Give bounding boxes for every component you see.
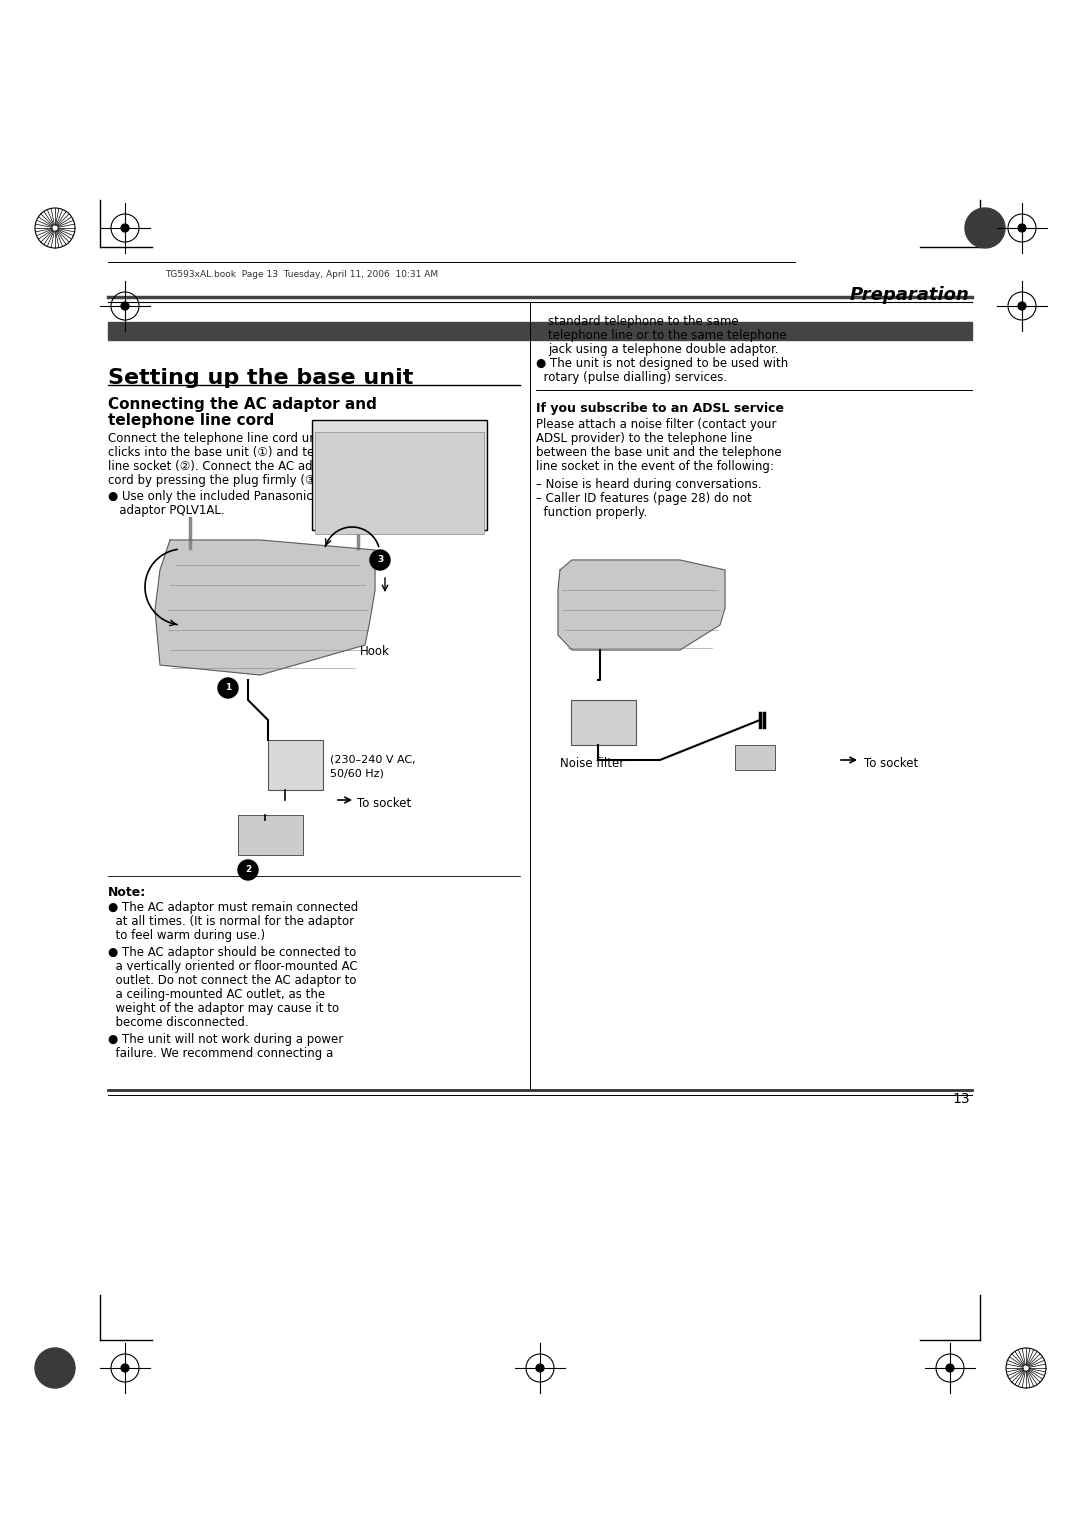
Text: cord by pressing the plug firmly (③).: cord by pressing the plug firmly (③).	[108, 474, 324, 487]
Polygon shape	[558, 559, 725, 649]
Text: (230–240 V AC,: (230–240 V AC,	[330, 755, 416, 766]
Circle shape	[370, 550, 390, 570]
Text: function properly.: function properly.	[536, 506, 647, 520]
Bar	[238, 814, 303, 856]
Circle shape	[536, 1365, 544, 1372]
Text: line socket (②). Connect the AC adaptor: line socket (②). Connect the AC adaptor	[108, 460, 345, 474]
Circle shape	[238, 860, 258, 880]
Text: a ceiling-mounted AC outlet, as the: a ceiling-mounted AC outlet, as the	[108, 989, 325, 1001]
Bar	[268, 740, 323, 790]
Text: rotary (pulse dialling) services.: rotary (pulse dialling) services.	[536, 371, 727, 384]
Text: become disconnected.: become disconnected.	[108, 1016, 248, 1028]
Text: Preparation: Preparation	[850, 286, 970, 304]
Text: telephone line cord: telephone line cord	[108, 413, 274, 428]
Text: a vertically oriented or floor-mounted AC: a vertically oriented or floor-mounted A…	[108, 960, 357, 973]
Text: – Caller ID features (page 28) do not: – Caller ID features (page 28) do not	[536, 492, 752, 504]
Text: ● The AC adaptor must remain connected: ● The AC adaptor must remain connected	[108, 902, 359, 914]
Bar	[312, 420, 487, 530]
Text: TG593xAL.book  Page 13  Tuesday, April 11, 2006  10:31 AM: TG593xAL.book Page 13 Tuesday, April 11,…	[165, 270, 438, 280]
Circle shape	[1018, 225, 1026, 232]
Text: ● The unit is not designed to be used with: ● The unit is not designed to be used wi…	[536, 358, 788, 370]
Text: outlet. Do not connect the AC adaptor to: outlet. Do not connect the AC adaptor to	[108, 973, 356, 987]
Text: To socket: To socket	[357, 798, 411, 810]
Bar	[315, 432, 484, 533]
Text: 50/60 Hz): 50/60 Hz)	[330, 769, 383, 779]
Circle shape	[121, 303, 129, 310]
Text: – Noise is heard during conversations.: – Noise is heard during conversations.	[536, 478, 761, 490]
Circle shape	[966, 208, 1005, 248]
Circle shape	[121, 225, 129, 232]
Text: If you subscribe to an ADSL service: If you subscribe to an ADSL service	[536, 402, 784, 416]
Text: Note:: Note:	[108, 886, 146, 898]
Text: Hook: Hook	[360, 645, 390, 659]
Bar	[108, 322, 972, 341]
Circle shape	[1018, 303, 1026, 310]
Text: line socket in the event of the following:: line socket in the event of the followin…	[536, 460, 774, 474]
Text: telephone line or to the same telephone: telephone line or to the same telephone	[548, 329, 786, 342]
Circle shape	[218, 678, 238, 698]
Bar	[571, 700, 636, 746]
Text: Connecting the AC adaptor and: Connecting the AC adaptor and	[108, 397, 377, 413]
Text: jack using a telephone double adaptor.: jack using a telephone double adaptor.	[548, 342, 779, 356]
Text: at all times. (It is normal for the adaptor: at all times. (It is normal for the adap…	[108, 915, 354, 927]
Text: ● The AC adaptor should be connected to: ● The AC adaptor should be connected to	[108, 946, 356, 960]
Circle shape	[121, 1365, 129, 1372]
Text: weight of the adaptor may cause it to: weight of the adaptor may cause it to	[108, 1002, 339, 1015]
Text: 2: 2	[245, 865, 252, 874]
Text: clicks into the base unit (①) and telephone: clicks into the base unit (①) and teleph…	[108, 446, 362, 458]
Text: Please attach a noise filter (contact your: Please attach a noise filter (contact yo…	[536, 419, 777, 431]
Text: 1: 1	[225, 683, 231, 692]
Polygon shape	[156, 539, 375, 675]
Text: to feel warm during use.): to feel warm during use.)	[108, 929, 265, 941]
Text: Noise filter: Noise filter	[561, 756, 624, 770]
Text: ● The unit will not work during a power: ● The unit will not work during a power	[108, 1033, 343, 1047]
Text: between the base unit and the telephone: between the base unit and the telephone	[536, 446, 782, 458]
Text: failure. We recommend connecting a: failure. We recommend connecting a	[108, 1047, 334, 1060]
Bar	[735, 746, 775, 770]
Text: Setting up the base unit: Setting up the base unit	[108, 368, 414, 388]
Text: ● Use only the included Panasonic AC: ● Use only the included Panasonic AC	[108, 490, 333, 503]
Text: ADSL provider) to the telephone line: ADSL provider) to the telephone line	[536, 432, 753, 445]
Circle shape	[35, 1348, 75, 1387]
Text: To socket: To socket	[864, 756, 918, 770]
Text: 3: 3	[377, 556, 383, 564]
Text: adaptor PQLV1AL.: adaptor PQLV1AL.	[108, 504, 225, 516]
Text: standard telephone to the same: standard telephone to the same	[548, 315, 739, 329]
Circle shape	[946, 1365, 954, 1372]
Text: Connect the telephone line cord until it: Connect the telephone line cord until it	[108, 432, 340, 445]
Text: 13: 13	[953, 1093, 970, 1106]
